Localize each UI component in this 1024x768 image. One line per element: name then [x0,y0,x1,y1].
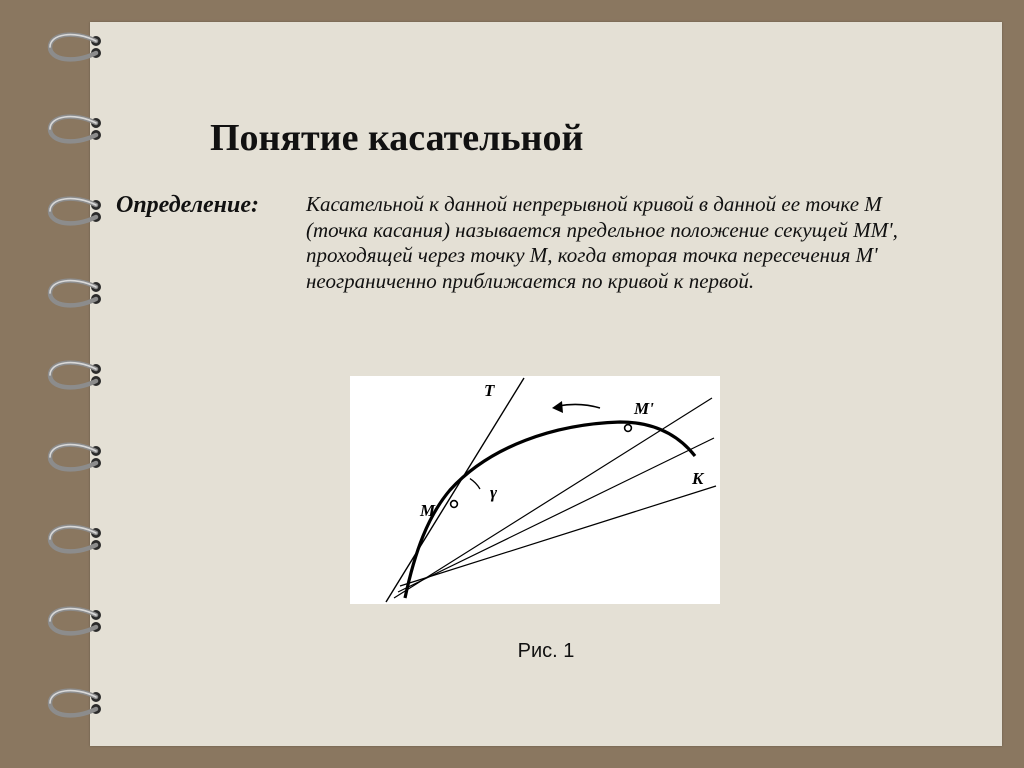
tangent-figure: T M M' Kγ [350,376,720,604]
svg-text:M': M' [633,399,654,418]
binding-ring [44,112,104,146]
svg-text:γ: γ [490,483,498,502]
definition-label: Определение: [116,192,259,219]
binding-ring [44,522,104,556]
binding-ring [44,604,104,638]
svg-text:M: M [419,501,436,520]
spiral-binding [44,16,104,752]
figure-caption: Рис. 1 [90,640,1002,663]
binding-ring [44,440,104,474]
definition-text: Касательной к данной непрерывной кривой … [306,192,916,294]
binding-ring [44,358,104,392]
binding-ring [44,194,104,228]
svg-text:K: K [691,469,705,488]
binding-ring [44,686,104,720]
binding-ring [44,276,104,310]
binding-ring [44,30,104,64]
slide-title: Понятие касательной [210,116,583,160]
slide: Понятие касательной Определение: Касател… [90,22,1002,746]
svg-text:T: T [484,381,495,400]
